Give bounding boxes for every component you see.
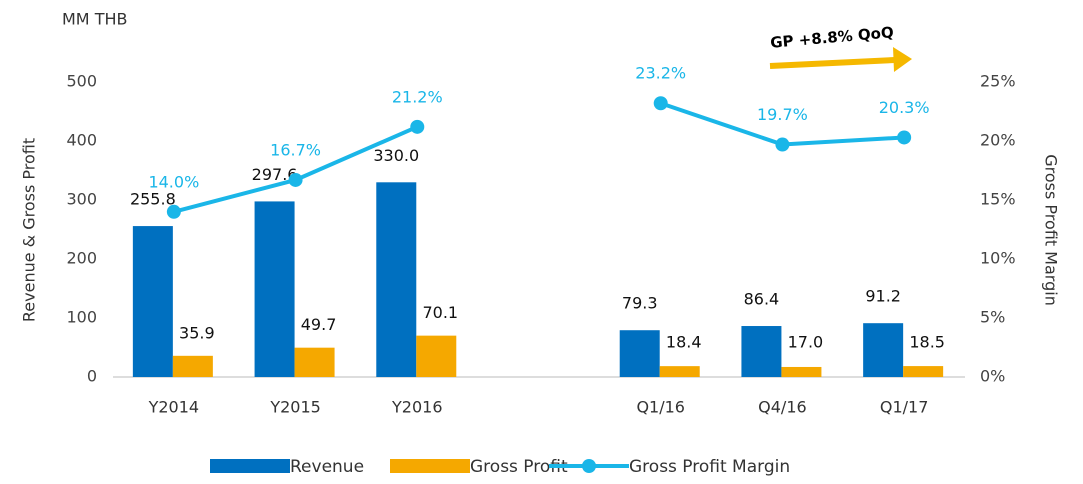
x-tick-label: Q4/16: [758, 398, 807, 417]
legend-label: Revenue: [290, 457, 364, 477]
bar: [659, 366, 700, 377]
data-label: 19.7%: [757, 105, 808, 124]
margin-marker: [653, 96, 668, 111]
y2-tick-label: 20%: [980, 131, 1016, 150]
y-tick-label: 400: [66, 131, 97, 150]
y-tick-label: 500: [66, 72, 97, 91]
bar: [294, 347, 335, 377]
bar: [863, 323, 904, 377]
y-tick-label: 200: [66, 249, 97, 268]
y-tick-label: 300: [66, 190, 97, 209]
unit-title: MM THB: [62, 10, 127, 29]
arrow: [769, 47, 912, 72]
margin-marker: [775, 137, 790, 152]
y-axis-label: Revenue & Gross Profit: [20, 138, 39, 322]
margin-marker: [288, 172, 303, 187]
legend-swatch: [210, 459, 290, 473]
data-label: 18.4: [666, 333, 702, 352]
bar: [172, 355, 213, 377]
data-label: 91.2: [865, 287, 901, 306]
x-tick-label: Y2016: [391, 398, 443, 417]
legend-marker: [582, 459, 596, 473]
bar: [741, 326, 782, 377]
y2-tick-label: 15%: [980, 190, 1016, 209]
margin-marker: [166, 204, 181, 219]
data-label: 330.0: [373, 146, 419, 165]
bar: [619, 330, 660, 377]
bar: [376, 182, 417, 377]
data-label: 23.2%: [635, 64, 686, 83]
data-label: 35.9: [179, 323, 215, 342]
data-label: 79.3: [622, 294, 658, 313]
bar: [903, 366, 944, 377]
data-label: 17.0: [788, 333, 824, 352]
bar: [416, 335, 457, 377]
y2-tick-label: 0%: [980, 367, 1005, 386]
y2-tick-label: 25%: [980, 72, 1016, 91]
bar: [132, 226, 173, 377]
y2-tick-label: 5%: [980, 308, 1005, 327]
y2-axis-label: Gross Profit Margin: [1042, 154, 1061, 306]
data-label: 21.2%: [392, 87, 443, 106]
data-label: 255.8: [130, 190, 176, 209]
bar: [781, 366, 822, 377]
x-tick-label: Q1/17: [880, 398, 929, 417]
data-label: 86.4: [744, 290, 780, 309]
margin-marker: [410, 119, 425, 134]
x-tick-label: Q1/16: [636, 398, 685, 417]
bar: [254, 201, 295, 377]
y2-tick-label: 10%: [980, 249, 1016, 268]
data-label: 18.5: [909, 333, 945, 352]
data-label: 49.7: [301, 315, 337, 334]
legend-swatch: [390, 459, 470, 473]
data-label: 20.3%: [879, 98, 930, 117]
x-tick-label: Y2015: [269, 398, 321, 417]
data-label: 16.7%: [270, 140, 321, 159]
y-tick-label: 0: [87, 367, 97, 386]
legend-label: Gross Profit: [470, 457, 568, 477]
annotation: GP +8.8% QoQ: [770, 23, 895, 52]
data-label: 14.0%: [148, 172, 199, 191]
data-label: 70.1: [422, 303, 458, 322]
margin-marker: [897, 130, 912, 145]
data-label: 297.6: [252, 165, 298, 184]
legend-label: Gross Profit Margin: [629, 457, 790, 477]
y-tick-label: 100: [66, 308, 97, 327]
x-tick-label: Y2014: [148, 398, 200, 417]
